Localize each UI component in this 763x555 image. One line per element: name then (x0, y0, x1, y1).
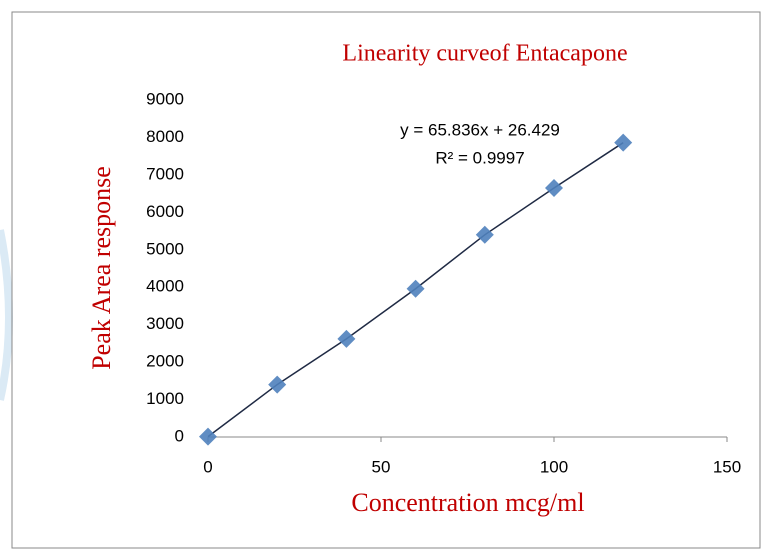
x-tick-label: 0 (203, 457, 212, 476)
y-tick-label: 7000 (146, 164, 184, 183)
r-squared: R² = 0.9997 (435, 148, 524, 167)
equation: y = 65.836x + 26.429 (400, 120, 560, 139)
y-tick-label: 1000 (146, 389, 184, 408)
y-tick-label: 3000 (146, 314, 184, 333)
x-axis-label: Concentration mcg/ml (351, 488, 584, 517)
point (406, 279, 425, 298)
point (614, 133, 633, 152)
y-tick-label: 9000 (146, 89, 184, 108)
x-tick-label: 100 (540, 457, 568, 476)
y-tick-label: 0 (175, 426, 184, 445)
y-tick-label: 2000 (146, 352, 184, 371)
y-tick-label: 4000 (146, 277, 184, 296)
point (545, 178, 563, 197)
y-tick-label: 5000 (146, 239, 184, 258)
x-tick-label: 50 (372, 457, 391, 476)
chart-frame (11, 11, 761, 549)
chart-title: Linearity curveof Entacapone (342, 41, 627, 67)
y-axis-label: Peak Area response (87, 166, 116, 370)
point (475, 225, 494, 244)
point (337, 329, 356, 348)
decoration (0, 229, 13, 401)
y-tick-label: 8000 (146, 127, 184, 146)
point (199, 427, 217, 446)
x-tick-label: 150 (713, 457, 741, 476)
point (268, 375, 287, 394)
y-tick-label: 6000 (146, 202, 184, 221)
